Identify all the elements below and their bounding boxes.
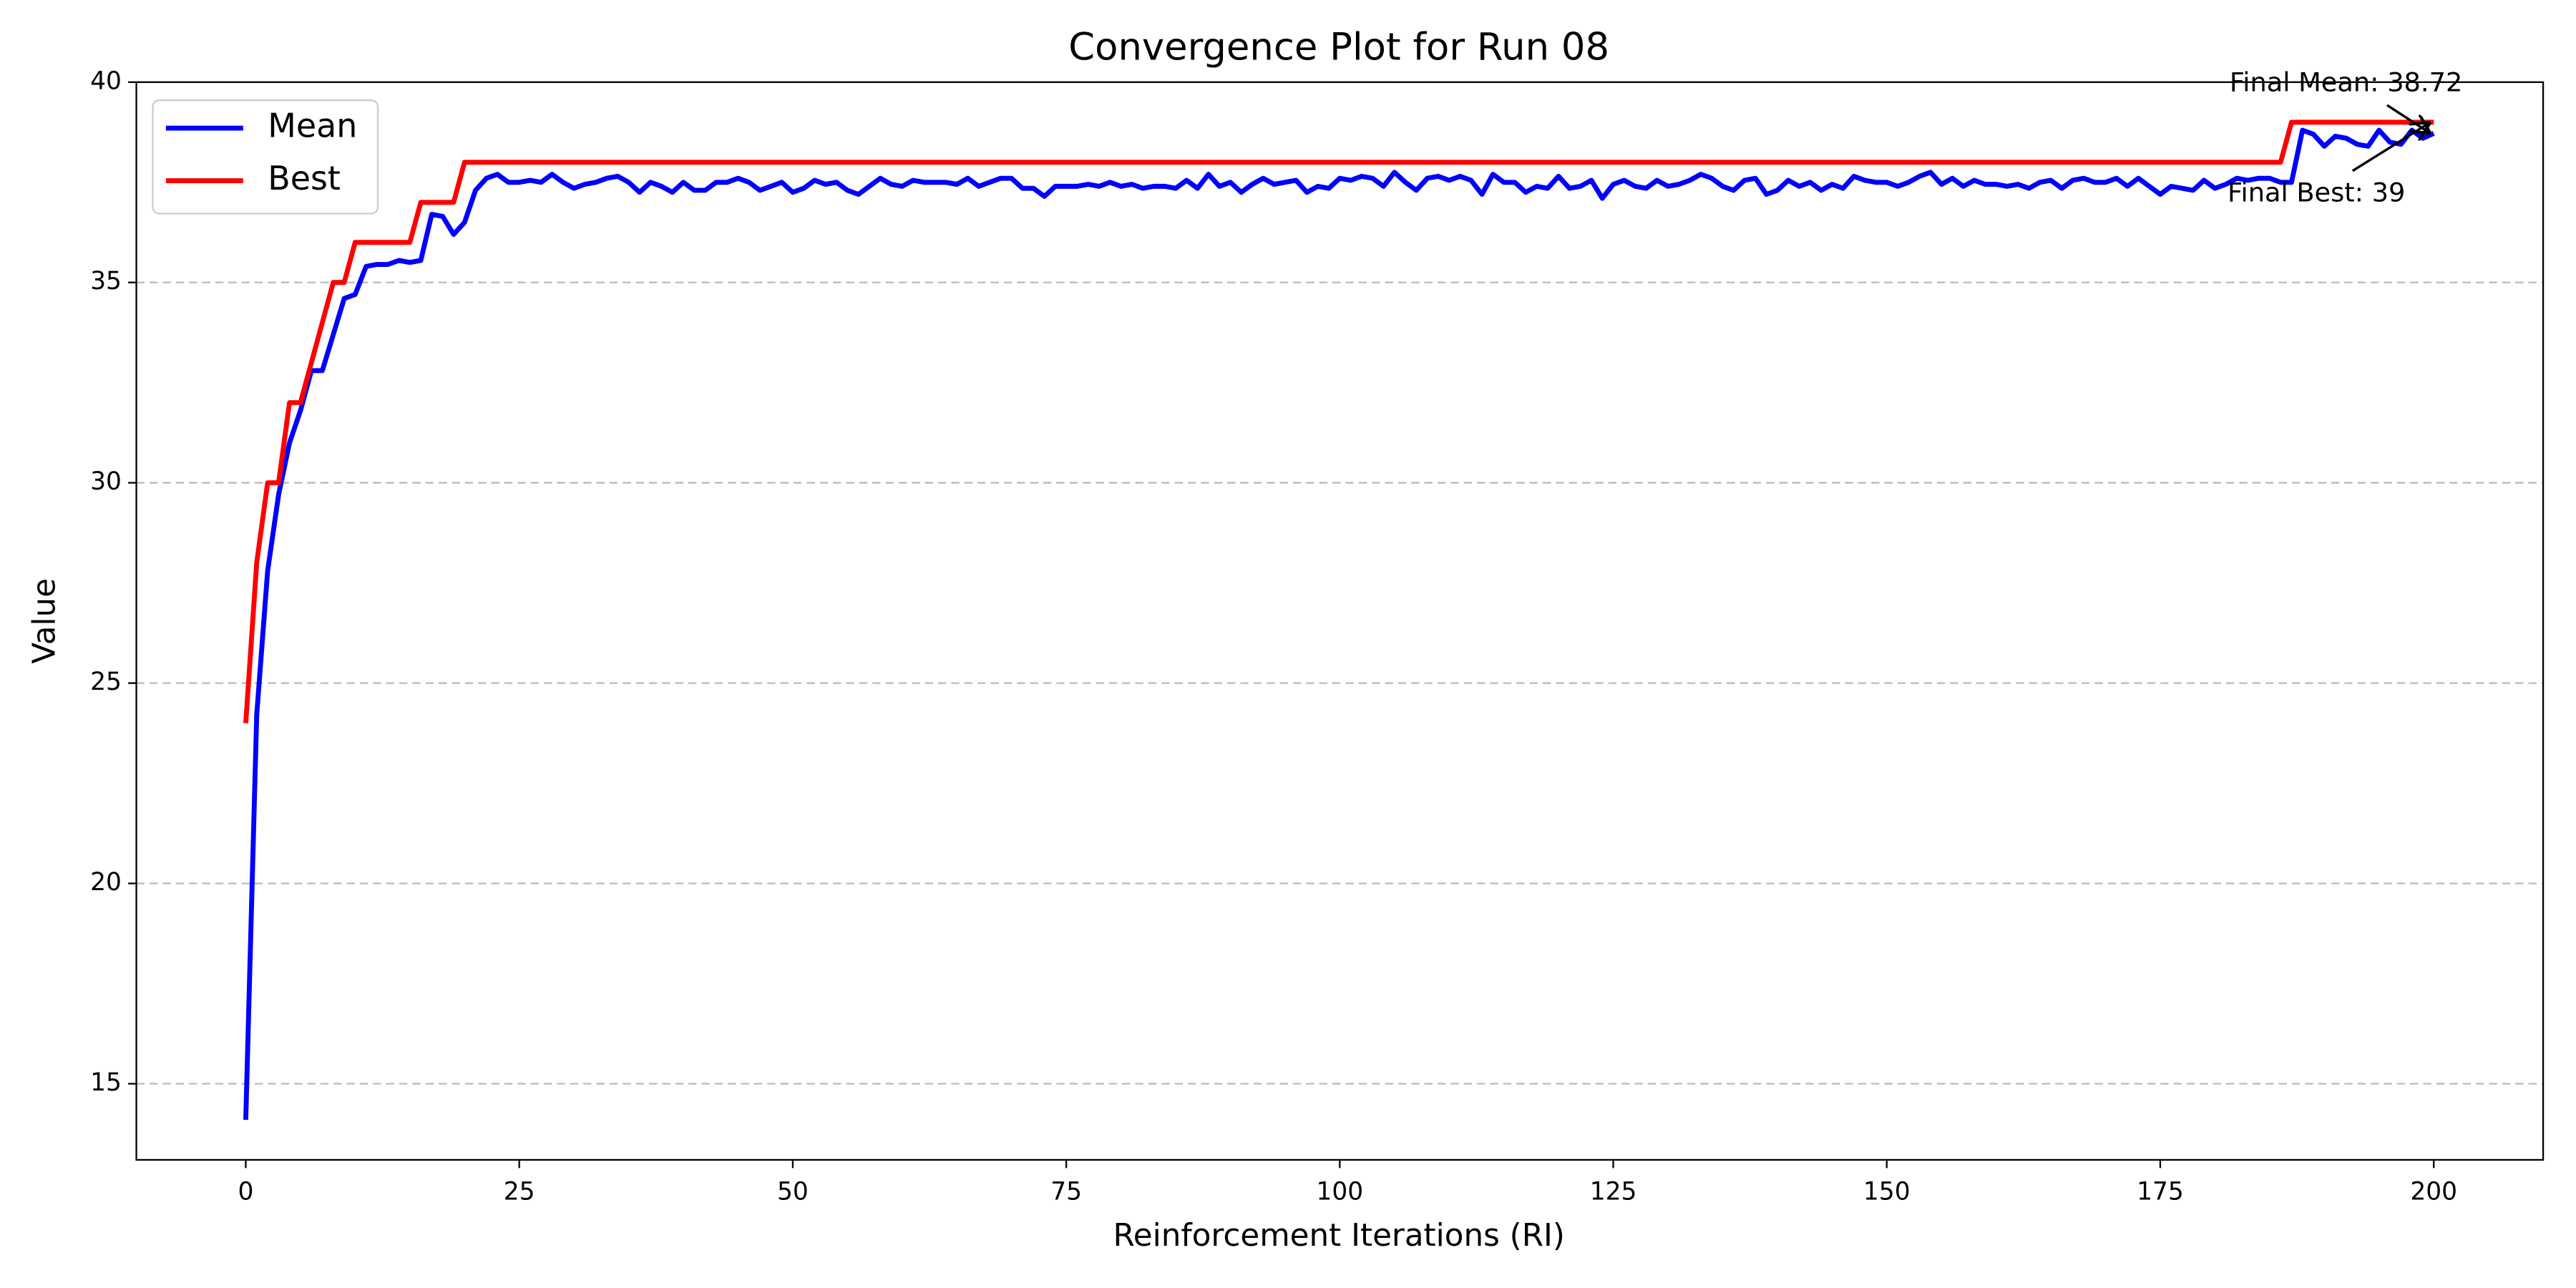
y-tick-label: 15 (90, 1068, 122, 1097)
y-tick-label: 25 (90, 668, 122, 696)
x-tick-label: 200 (2410, 1177, 2457, 1206)
x-tick-label: 175 (2137, 1177, 2184, 1206)
x-tick-label: 125 (1590, 1177, 1637, 1206)
x-tick-label: 75 (1050, 1177, 1082, 1206)
y-tick-label: 20 (90, 868, 122, 897)
legend-label: Mean (268, 107, 357, 145)
x-tick-label: 25 (504, 1177, 535, 1206)
x-tick-label: 150 (1863, 1177, 1911, 1206)
x-tick-label: 0 (238, 1177, 253, 1206)
y-tick-label: 40 (90, 67, 122, 95)
x-axis-label: Reinforcement Iterations (RI) (1113, 1218, 1564, 1254)
series-line (243, 119, 2434, 723)
y-tick-label: 35 (90, 267, 122, 296)
annotation-arrow (2351, 122, 2431, 172)
y-tick-label: 30 (90, 467, 122, 496)
x-tick-label: 50 (777, 1177, 809, 1206)
y-axis-label: Value (26, 578, 62, 664)
annotation-text: Final Best: 39 (2228, 177, 2405, 208)
series-line (243, 127, 2435, 1121)
plot-frame (135, 81, 2545, 1161)
annotation-text: Final Mean: 38.72 (2230, 67, 2463, 98)
legend-label: Best (268, 159, 341, 197)
x-tick-label: 100 (1316, 1177, 1363, 1206)
chart-title: Convergence Plot for Run 08 (1068, 26, 1609, 69)
